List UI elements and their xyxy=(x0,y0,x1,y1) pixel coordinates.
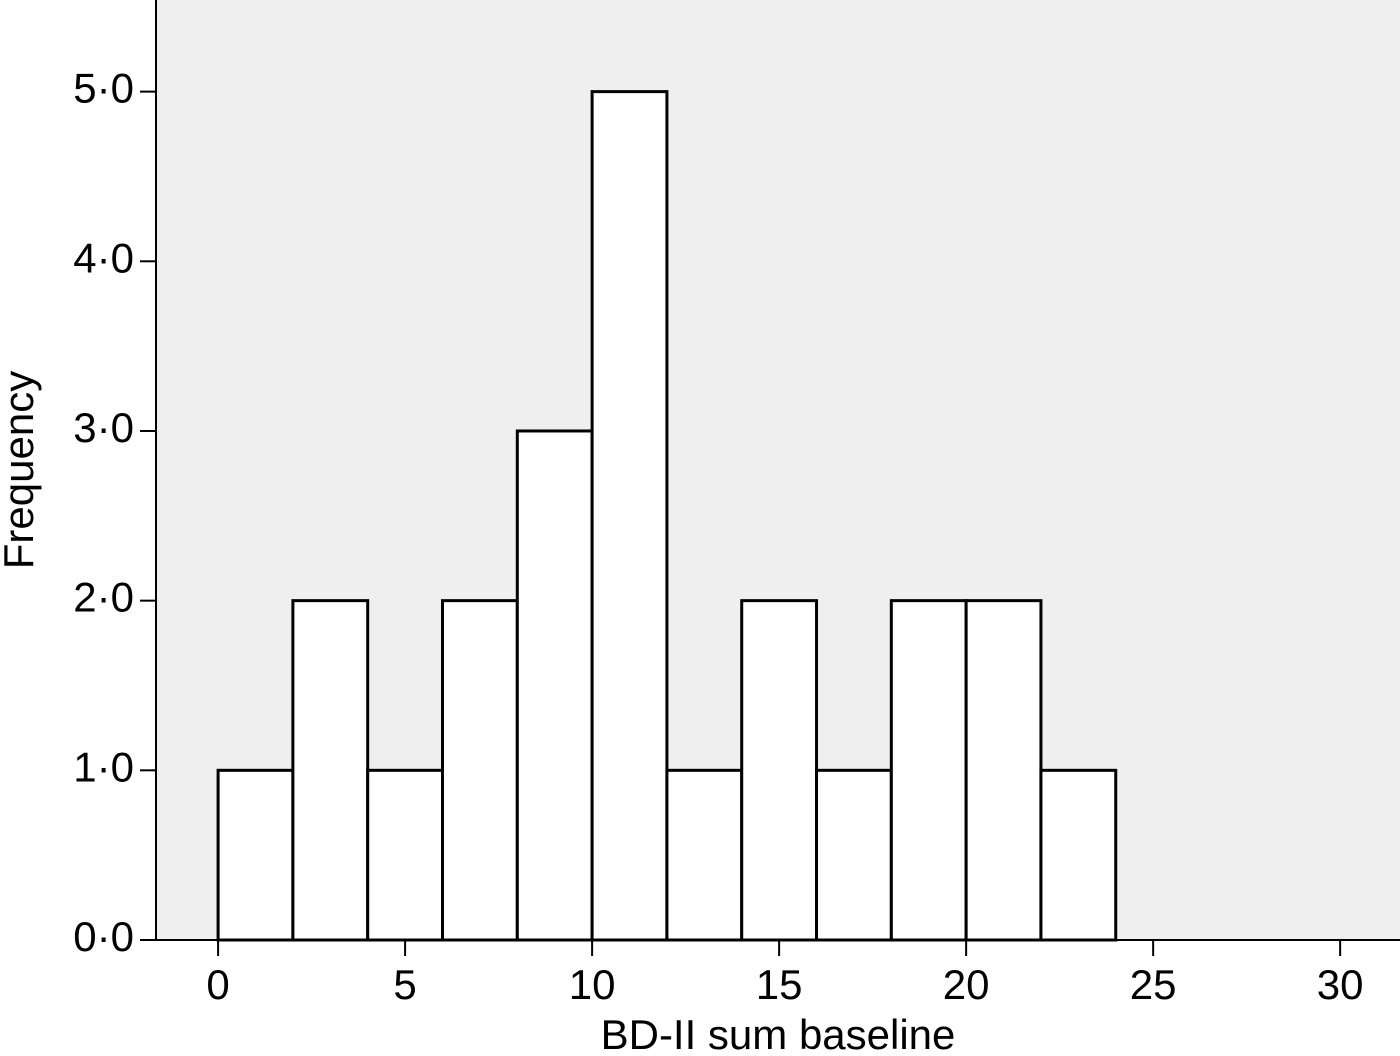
y-tick-label: 1·0 xyxy=(73,743,134,790)
x-tick-label: 25 xyxy=(1130,961,1177,1008)
x-tick-label: 0 xyxy=(206,961,229,1008)
bar xyxy=(590,90,669,942)
x-tick-label: 15 xyxy=(756,961,803,1008)
bar xyxy=(441,599,519,942)
bar xyxy=(889,599,968,942)
x-tick-label: 10 xyxy=(569,961,616,1008)
bar xyxy=(216,768,295,942)
bar xyxy=(665,768,744,942)
bar xyxy=(366,768,445,942)
y-axis-label: Frequency xyxy=(0,371,42,569)
bar xyxy=(964,599,1043,942)
y-tick-label: 3·0 xyxy=(73,404,134,451)
bar xyxy=(291,599,370,942)
x-axis-label: BD-II sum baseline xyxy=(601,1011,956,1056)
x-tick-label: 30 xyxy=(1317,961,1364,1008)
y-tick-label: 5·0 xyxy=(73,65,134,112)
y-tick-label: 4·0 xyxy=(73,234,134,281)
bar xyxy=(740,599,819,942)
y-tick-label: 0·0 xyxy=(73,913,134,960)
bar xyxy=(515,429,594,942)
bar xyxy=(815,768,893,942)
bar xyxy=(1039,768,1118,942)
y-tick-label: 2·0 xyxy=(73,574,134,621)
x-tick-label: 5 xyxy=(393,961,416,1008)
x-tick-label: 20 xyxy=(943,961,990,1008)
